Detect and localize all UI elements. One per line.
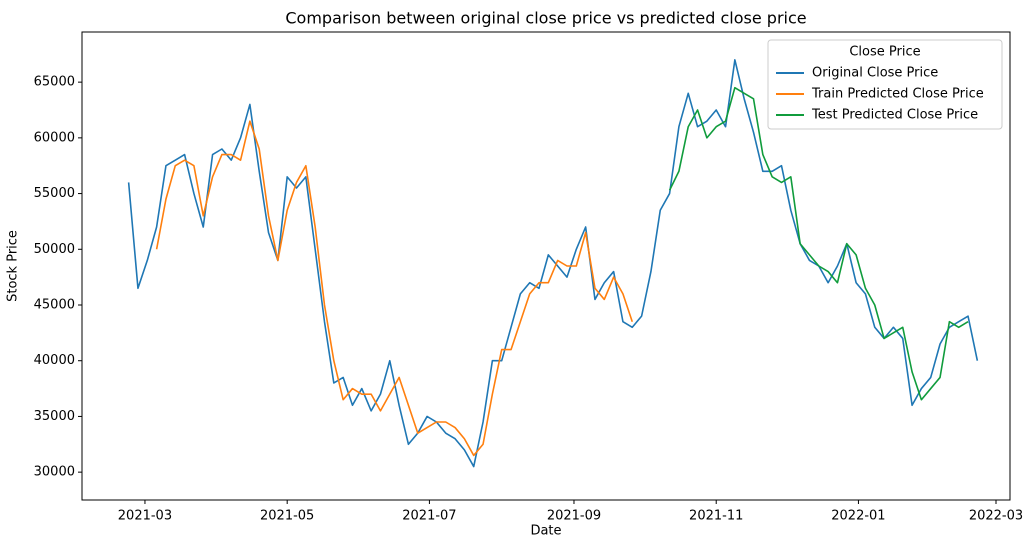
data-line [155, 120, 634, 457]
y-tick-label: 45000 [34, 298, 75, 313]
y-tick-label: 30000 [34, 465, 75, 480]
x-tick-label: 2021-11 [689, 509, 743, 524]
legend-box [767, 39, 1003, 130]
y-tick-label: 65000 [34, 75, 75, 90]
data-line [668, 86, 969, 401]
chart-title: Comparison between original close price … [285, 9, 806, 28]
y-tick-label: 35000 [34, 409, 75, 424]
legend-title: Close Price [849, 45, 920, 60]
x-tick-label: 2022-03 [969, 509, 1023, 524]
y-axis-label: Stock Price [6, 230, 21, 302]
y-tick-label: 40000 [34, 353, 75, 368]
x-axis-label: Date [530, 524, 561, 539]
x-tick-label: 2021-03 [118, 509, 172, 524]
y-tick-label: 60000 [34, 130, 75, 145]
data-line [127, 59, 979, 468]
legend-label: Train Predicted Close Price [811, 87, 984, 102]
plot-frame [81, 31, 1011, 501]
y-tick-label: 50000 [34, 242, 75, 257]
legend-label: Test Predicted Close Price [811, 108, 978, 123]
x-tick-label: 2021-07 [402, 509, 456, 524]
x-tick-label: 2021-05 [260, 509, 314, 524]
legend-label: Original Close Price [812, 66, 938, 81]
x-tick-label: 2022-01 [831, 509, 885, 524]
x-tick-label: 2021-09 [547, 509, 601, 524]
y-tick-label: 55000 [34, 186, 75, 201]
